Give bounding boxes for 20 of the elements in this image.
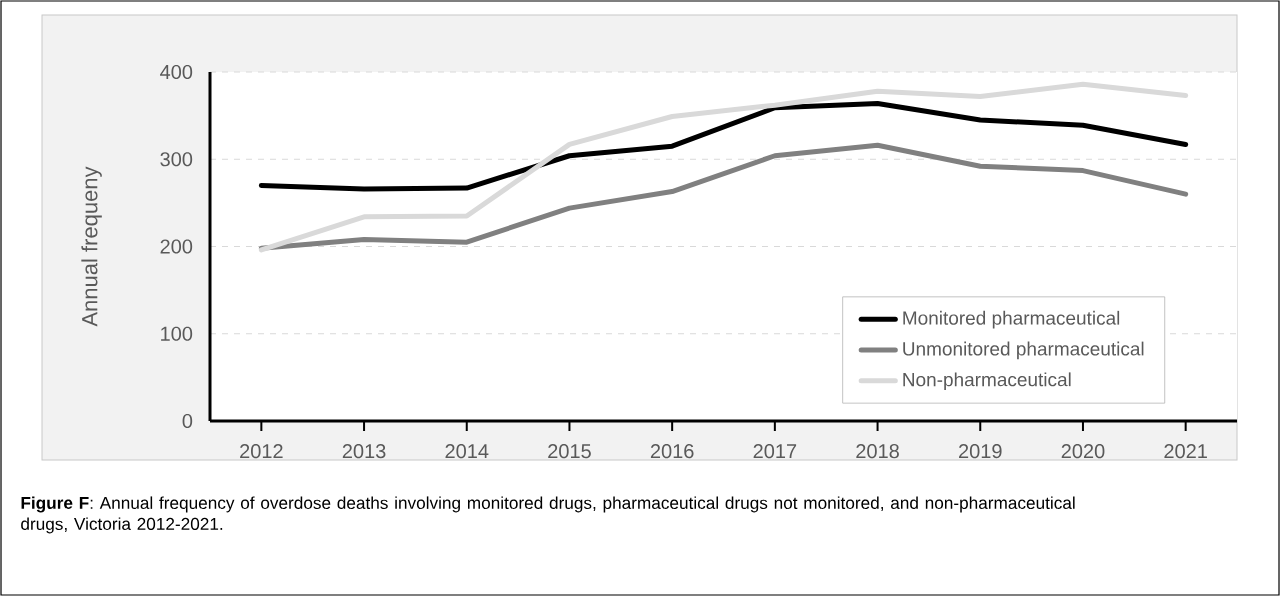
x-tick-label: 2021: [1164, 444, 1207, 459]
x-tick-label: 2013: [342, 444, 386, 459]
y-tick-label: 300: [160, 152, 193, 167]
x-tick-label: 2012: [240, 444, 283, 459]
y-tick-label: 400: [160, 64, 193, 80]
y-tick-label: 200: [160, 239, 193, 254]
x-tick-label: 2017: [753, 444, 797, 459]
x-tick-label: 2014: [445, 444, 489, 459]
x-tick-label: 2018: [856, 444, 899, 459]
x-tick-label: 2016: [650, 444, 694, 459]
x-tick-label: 2015: [548, 444, 591, 459]
y-tick-label: 0: [182, 413, 193, 429]
x-tick-label: 2020: [1061, 444, 1105, 459]
x-tick-label: 2019: [959, 444, 1002, 459]
legend-label: Non-pharmaceutical: [903, 372, 1071, 391]
text: Figure F: Annual frequency of overdose deaths involving monitored drugs, pharmaceutical drugs not monitored, and non-pharmaceutical drugs, Victoria 2012-2021.: [21, 496, 1075, 534]
y-axis-title: Annual frequeny: [81, 166, 102, 327]
legend-label: Unmonitored pharmaceutical: [903, 341, 1144, 360]
y-tick-label: 100: [161, 326, 193, 341]
legend-label: Monitored pharmaceutical: [903, 310, 1120, 329]
